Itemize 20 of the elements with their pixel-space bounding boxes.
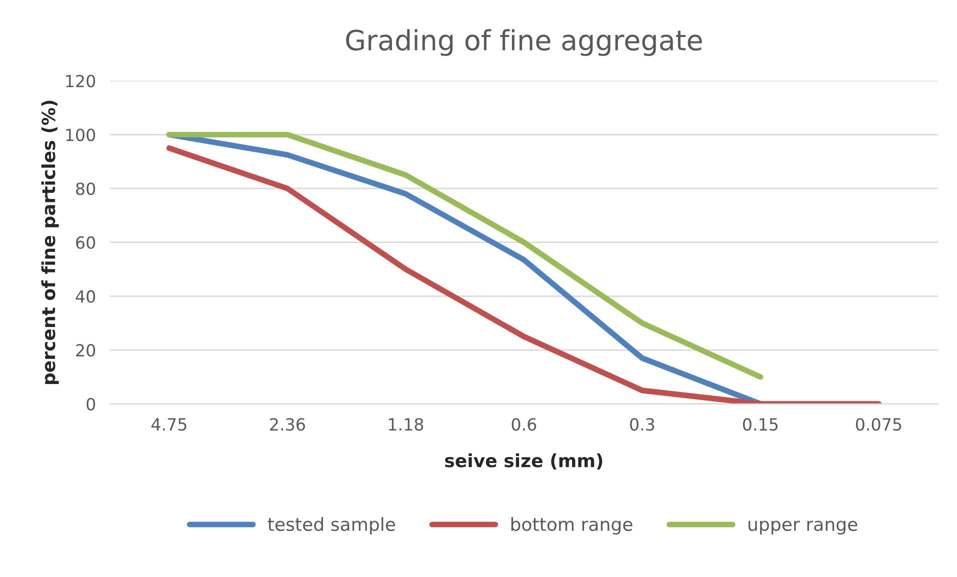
x-tick-label: 0.3 [630,418,654,431]
chart-title: Grading of fine aggregate [346,29,702,56]
y-tick-label: 60 [76,236,96,249]
x-tick-label: 1.18 [388,418,424,431]
legend-label: bottom range [511,517,632,535]
x-axis-title: seive size (mm) [445,453,602,470]
y-tick-label: 100 [66,128,96,142]
x-tick-label: 0.15 [743,418,778,431]
y-axis-title: percent of fine particles (%) [41,100,59,384]
y-tick-label: 40 [76,290,96,303]
legend-label: tested sample [268,517,396,535]
y-tick-label: 120 [66,74,96,88]
y-tick-label: 20 [76,344,96,357]
x-tick-label: 0.075 [856,418,902,431]
x-tick-label: 4.75 [151,418,186,431]
x-tick-label: 0.6 [512,418,536,431]
legend-label: upper range [748,520,858,535]
x-tick-label: 2.36 [270,418,305,431]
y-tick-label: 0 [86,398,96,410]
y-tick-label: 80 [76,182,96,196]
